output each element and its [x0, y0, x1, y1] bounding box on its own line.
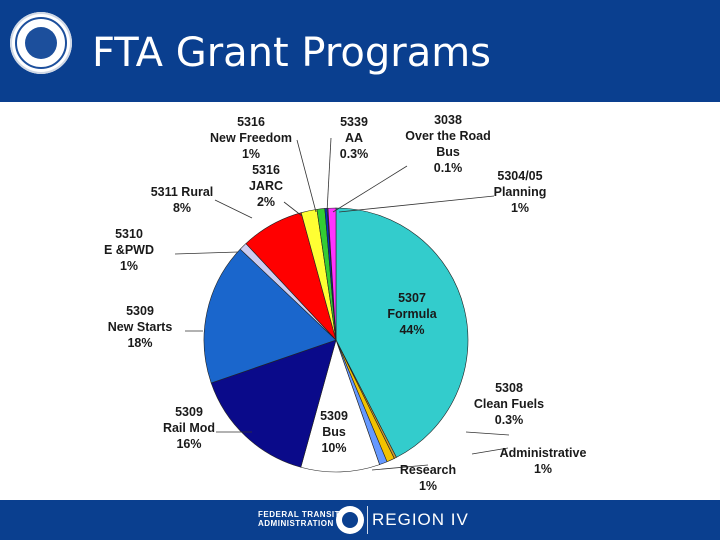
pie-chart: 5307 Formula 44% 5308 Clean Fuels 0.3% Adminis… [0, 102, 720, 500]
leader-line-admin [471, 447, 509, 455]
slice-label-5304: 5304/05 Planning 1% [494, 169, 547, 215]
slice-label-5309-ns: 5309 New Starts 18% [108, 304, 173, 350]
slice-label-5308: 5308 Clean Fuels 0.3% [474, 381, 544, 427]
leader-line-5317 [296, 139, 317, 213]
dot-seal-icon [10, 12, 72, 74]
slice-label-admin: Administrative 1% [500, 446, 587, 476]
pie-slice-5309-ns [203, 248, 337, 384]
page-title: FTA Grant Programs [92, 30, 492, 76]
slice-label-5311: 5311 Rural 8% [151, 185, 214, 215]
slice-label-5317: 5316 New Freedom 1% [210, 115, 292, 161]
pie-slice-5309-bus [300, 338, 380, 473]
leader-line-5311 [214, 199, 253, 219]
slice-label-5309-bus: 5309 Bus 10% [320, 409, 348, 455]
leader-line-5304 [338, 195, 495, 213]
slice-label-5307: 5307 Formula 44% [387, 291, 437, 337]
fta-agency-line1: FEDERAL TRANSIT [258, 510, 341, 519]
slice-label-5316: 5316 JARC 2% [249, 163, 283, 209]
title-bar: FTA Grant Programs [0, 0, 720, 102]
fta-logo-icon [336, 506, 364, 534]
pie-chart-svg: 5307 Formula 44% 5308 Clean Fuels 0.3% Adminis… [104, 113, 587, 493]
leader-line-5339 [326, 137, 332, 213]
slice-label-5309-rail: 5309 Rail Mod 16% [163, 405, 215, 451]
leader-line-5310 [174, 251, 239, 255]
leader-line-5316 [283, 201, 303, 217]
pie-slice-5304 [327, 207, 337, 341]
fta-agency-text: FEDERAL TRANSIT ADMINISTRATION [258, 510, 340, 528]
leader-line-3038 [332, 165, 408, 213]
leader-line-5308 [465, 431, 510, 436]
leader-line-research [371, 464, 429, 471]
fta-agency-line2: ADMINISTRATION [258, 519, 334, 528]
pie-slice-5307 [335, 207, 469, 458]
slice-label-5310: 5310 E &PWD 1% [104, 227, 154, 273]
slice-label-5339: 5339 AA 0.3% [340, 115, 369, 161]
footer-divider [367, 506, 368, 534]
region-label: REGION IV [372, 510, 469, 529]
pie-slice-5309-rail [210, 339, 337, 468]
slice-label-3038: 3038 Over the Road Bus 0.1% [405, 113, 490, 175]
slice-label-research: Research 1% [400, 463, 456, 493]
